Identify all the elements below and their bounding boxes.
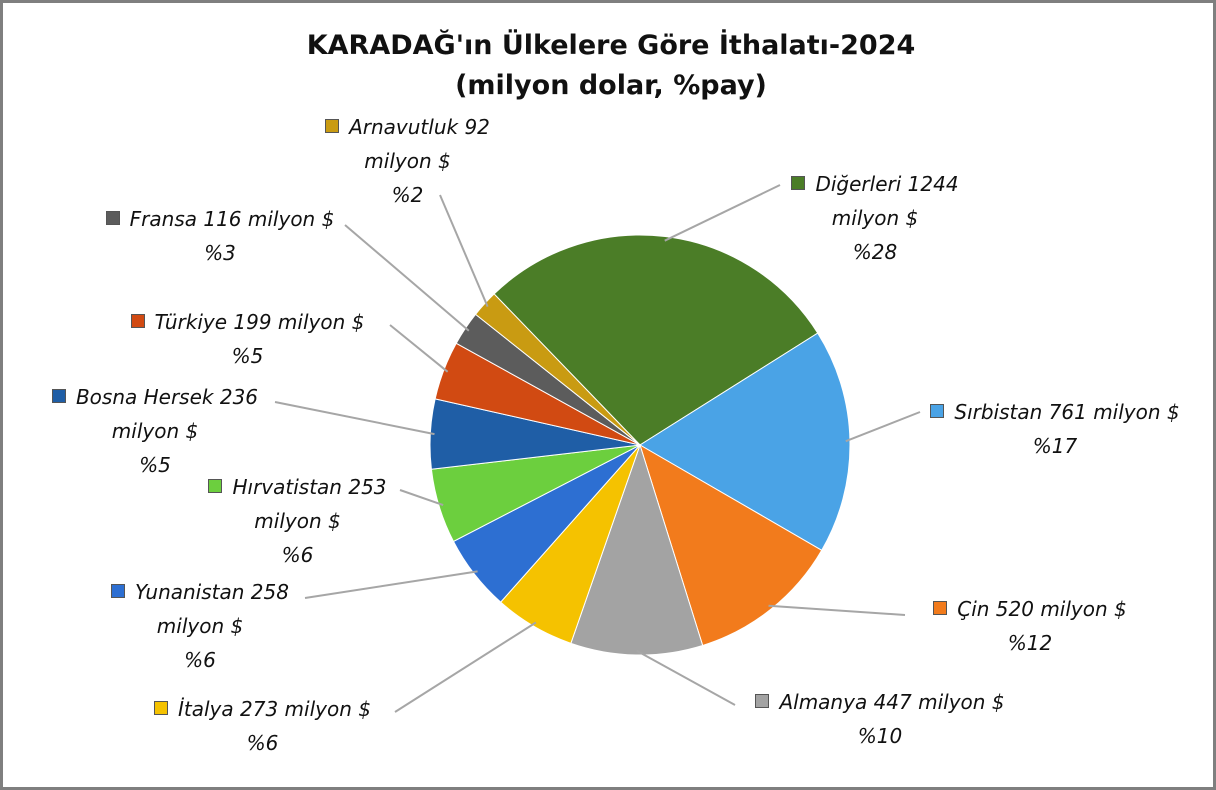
legend-swatch <box>933 601 948 615</box>
leader-line <box>636 649 736 706</box>
value-label: 273 milyon $ <box>240 697 371 721</box>
value-label: 116 milyon $ <box>203 207 335 231</box>
data-label: Diğerleri 1244 milyon $ %28 <box>770 167 980 269</box>
share-label: %28 <box>852 240 898 264</box>
share-label: %5 <box>231 344 264 368</box>
pie-slice <box>493 234 819 446</box>
data-label: İtalya 273 milyon $ %6 <box>130 692 395 760</box>
leader-line <box>394 621 537 713</box>
category-label: İtalya <box>178 697 234 721</box>
share-label: %6 <box>184 648 216 672</box>
leader-line <box>768 604 906 616</box>
legend-swatch <box>208 479 223 493</box>
chart-title: KARADAĞ'ın Ülkelere Göre İthalatı-2024 <box>306 30 916 61</box>
data-label: Fransa 116 milyon $ %3 <box>70 202 370 270</box>
value-label: 253 milyon $ <box>254 475 387 533</box>
legend-swatch <box>325 119 340 133</box>
category-label: Diğerleri <box>815 172 902 196</box>
category-label: Hırvatistan <box>232 475 342 499</box>
share-label: %12 <box>1007 631 1053 655</box>
pie-slice <box>474 293 641 446</box>
leader-line <box>274 401 435 436</box>
legend-swatch <box>105 211 120 225</box>
value-label: 761 milyon $ <box>1048 400 1180 424</box>
legend-swatch <box>930 404 945 418</box>
leader-line <box>344 224 470 332</box>
leader-line <box>304 570 478 599</box>
data-label: Sırbistan 761 milyon $ %17 <box>915 395 1195 463</box>
share-label: %10 <box>857 724 903 748</box>
pie-slice <box>570 443 704 656</box>
value-label: 1244 milyon $ <box>831 172 959 230</box>
share-label: %17 <box>1032 434 1078 458</box>
category-label: Yunanistan <box>135 580 245 604</box>
value-label: 199 milyon $ <box>233 310 365 334</box>
category-label: Almanya <box>779 690 868 714</box>
data-label: Hırvatistan 253 milyon $ %6 <box>185 470 410 572</box>
legend-swatch <box>130 314 145 328</box>
data-label: Almanya 447 milyon $ %10 <box>740 685 1020 753</box>
chart-subtitle: (milyon dolar, %pay) <box>455 70 767 101</box>
category-label: Fransa <box>129 207 197 231</box>
legend-swatch <box>154 701 168 715</box>
leader-line <box>664 184 781 242</box>
category-label: Türkiye <box>154 310 228 334</box>
leader-line <box>389 324 449 373</box>
leader-line <box>399 489 444 507</box>
legend-swatch <box>791 176 806 190</box>
data-label: Bosna Hersek 236 milyon $ %5 <box>25 380 285 482</box>
category-label: Bosna Hersek <box>75 385 214 409</box>
category-label: Sırbistan <box>954 400 1043 424</box>
category-label: Arnavutluk <box>349 115 459 139</box>
value-label: 520 milyon $ <box>995 597 1127 621</box>
data-label: Çin 520 milyon $ %12 <box>905 592 1155 660</box>
data-label: Türkiye 199 milyon $ %5 <box>105 305 390 373</box>
legend-swatch <box>755 694 770 708</box>
share-label: %6 <box>246 731 279 755</box>
value-label: 258 milyon $ <box>156 580 289 638</box>
data-label: Yunanistan 258 milyon $ %6 <box>85 575 315 677</box>
share-label: %5 <box>139 453 171 477</box>
share-label: %2 <box>391 183 424 207</box>
pie-slice <box>639 332 851 551</box>
legend-swatch <box>51 389 66 403</box>
leader-line <box>439 194 489 308</box>
value-label: 447 milyon $ <box>873 690 1005 714</box>
data-label: Arnavutluk 92 milyon $ %2 <box>300 110 515 212</box>
leader-line <box>845 411 921 443</box>
category-label: Çin <box>957 597 990 621</box>
share-label: %6 <box>281 543 314 567</box>
value-label: 236 milyon $ <box>111 385 259 443</box>
value-label: 92 milyon $ <box>364 115 490 173</box>
pie-slice <box>639 443 823 647</box>
share-label: %3 <box>204 241 236 265</box>
legend-swatch <box>111 584 126 598</box>
